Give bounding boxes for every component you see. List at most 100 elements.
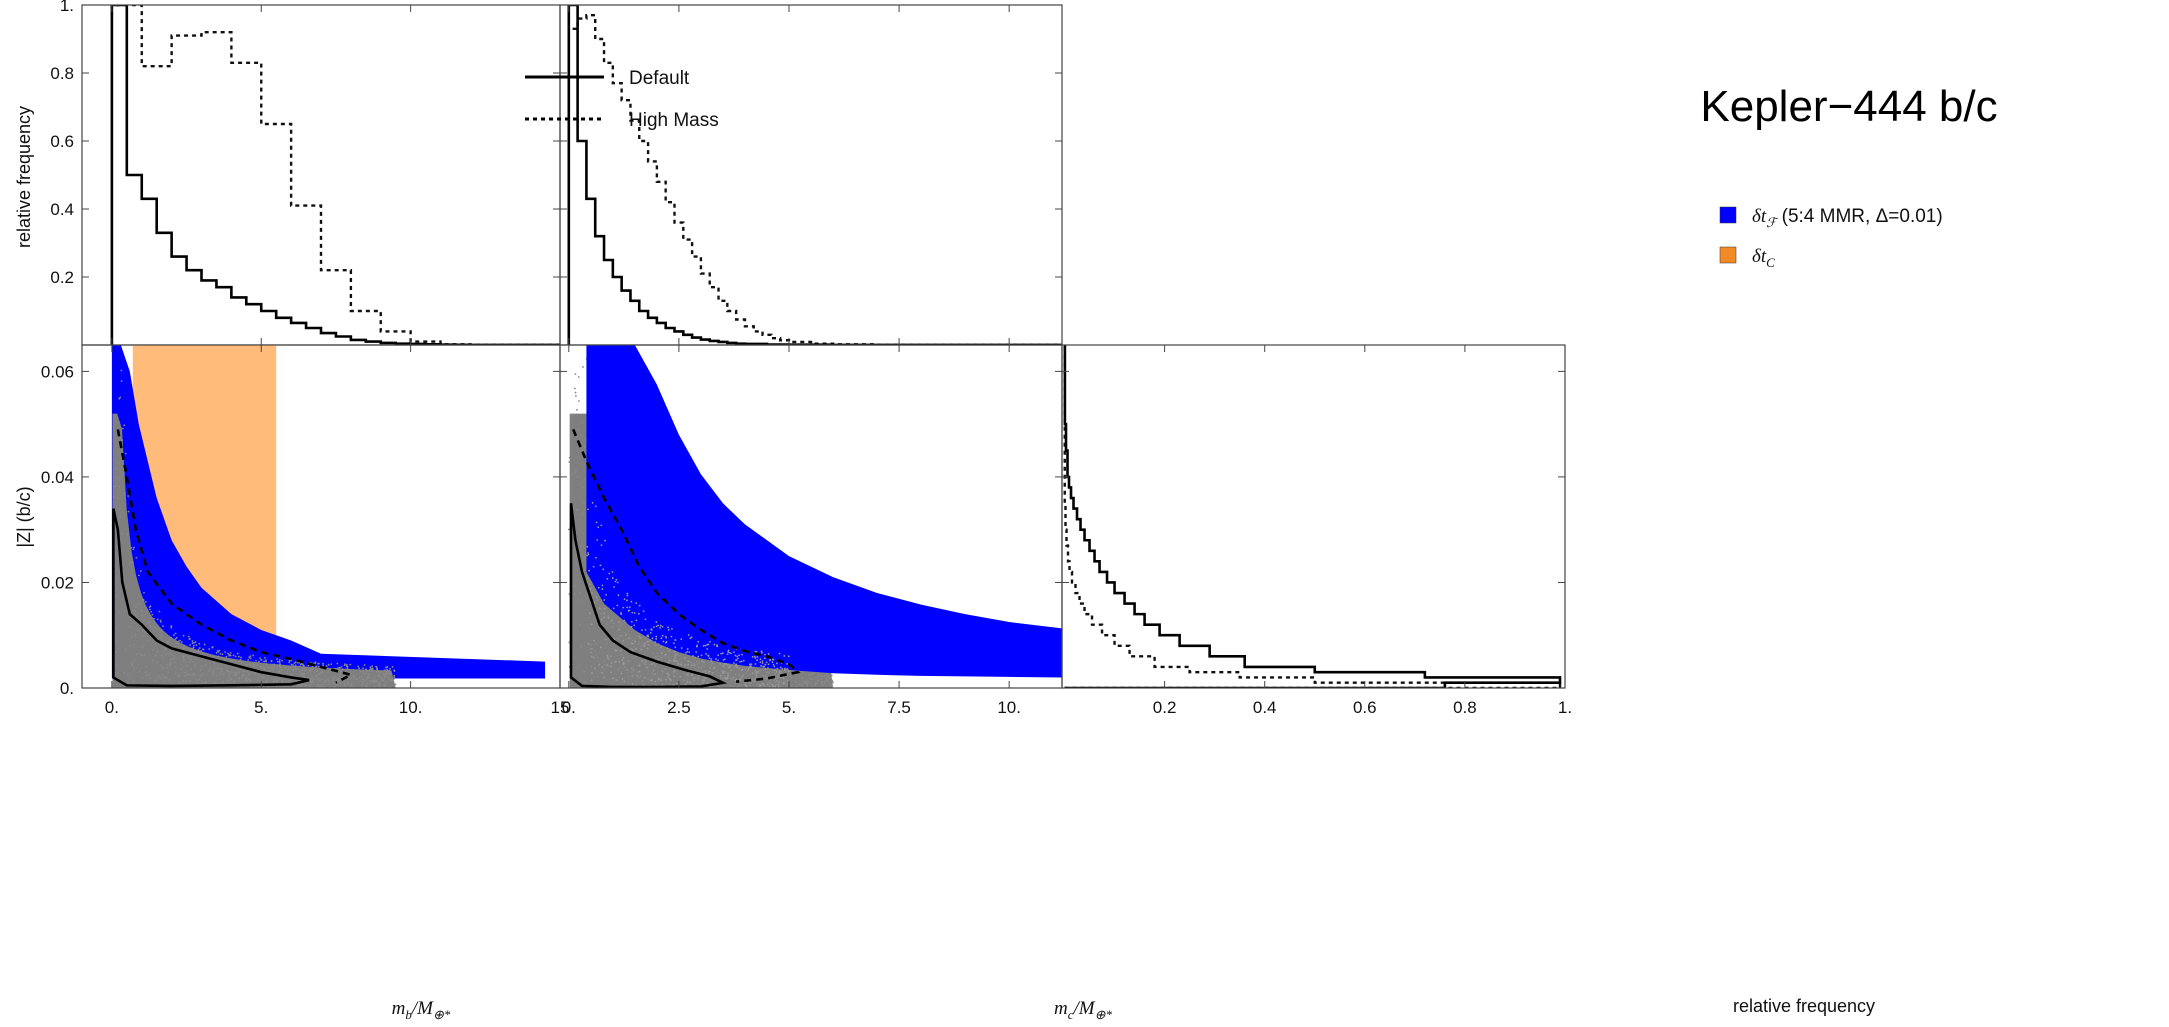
mb-samples-pt <box>161 666 164 669</box>
mb-samples-pt <box>388 670 391 673</box>
mb-samples-pt <box>150 610 153 613</box>
mb-samples-pt <box>178 682 181 685</box>
mb-samples-pt <box>193 642 195 644</box>
mc-samples-overlay-pt <box>638 664 641 667</box>
mb-samples-pt <box>164 653 167 656</box>
mb-samples-pt <box>170 653 173 656</box>
mb-samples-pt <box>134 613 137 616</box>
mb-samples-pt <box>130 664 133 666</box>
mc-samples-overlay-pt <box>687 660 690 663</box>
mc-samples-overlay-pt <box>631 611 634 614</box>
mb-samples-pt <box>349 671 352 674</box>
mb-samples-pt <box>119 515 122 518</box>
mb-samples-pt <box>292 669 295 672</box>
mc-samples-overlay-pt <box>767 653 770 655</box>
mb-samples-pt <box>170 626 173 629</box>
mb-samples-pt <box>154 642 157 644</box>
mc-samples-pt <box>748 673 751 676</box>
mb-samples-pt <box>373 681 376 684</box>
mb-samples-pt <box>188 657 191 660</box>
mc-samples-pt <box>784 679 787 682</box>
mb-samples-pt <box>227 670 230 673</box>
mc-samples-overlay-pt <box>754 678 757 680</box>
mc-samples-pt <box>638 663 641 665</box>
mc-samples-pt <box>581 513 584 516</box>
mc-samples-overlay-pt <box>674 659 677 662</box>
mc-samples-overlay-pt <box>598 607 601 610</box>
mc-samples-overlay-pt <box>777 674 780 677</box>
mb-samples-pt <box>136 603 139 606</box>
mb-samples-pt <box>182 656 185 659</box>
mb-samples-pt <box>241 669 244 672</box>
mc-samples-overlay-pt <box>643 676 646 679</box>
mb-samples-pt <box>166 666 169 669</box>
mb-samples-pt <box>179 674 182 677</box>
mc-samples-overlay-pt <box>593 639 595 642</box>
mb-samples-pt <box>145 665 148 668</box>
legend-label-default: Default <box>629 68 690 89</box>
mc-samples-overlay-pt <box>707 643 710 646</box>
mc-samples-overlay-pt <box>730 669 732 672</box>
mc-samples-pt <box>786 684 788 687</box>
mb-samples-pt <box>128 541 131 544</box>
freq-x-ticklabel-3: 0.8 <box>1453 698 1477 717</box>
mc-samples-overlay-pt <box>697 677 699 680</box>
mc-samples-overlay-pt <box>623 598 626 601</box>
mc-samples-overlay-pt <box>622 663 625 666</box>
mc-samples-overlay-pt <box>730 652 732 655</box>
mc-samples-overlay-pt <box>650 628 653 631</box>
mc-samples-overlay-pt <box>675 653 678 656</box>
mc-samples-pt <box>636 670 639 673</box>
mc-samples-overlay-pt <box>765 677 768 680</box>
mc-samples-overlay-pt <box>644 661 647 663</box>
mb-samples-pt <box>128 644 131 647</box>
mc-samples-overlay-pt <box>620 672 623 675</box>
mb-samples-pt <box>293 662 296 665</box>
mc-samples-overlay-pt <box>697 640 700 643</box>
mc-samples-overlay-pt <box>647 644 650 646</box>
mc-samples-overlay-pt <box>673 675 676 678</box>
mc-samples-pt <box>766 671 769 674</box>
mc-samples-pt <box>680 661 682 664</box>
mb-samples-pt <box>372 680 375 682</box>
mb-samples-pt <box>338 666 341 669</box>
mc-samples-pt <box>709 679 712 681</box>
mc-hist-default <box>567 5 1062 345</box>
mb-samples-pt <box>132 548 135 551</box>
mb-samples-pt <box>233 666 236 669</box>
mb-samples-pt <box>183 644 186 647</box>
mc-samples-pt <box>657 680 660 683</box>
mc-samples-overlay-pt <box>738 654 740 657</box>
mb-samples-pt <box>133 666 135 669</box>
mb-samples-pt <box>130 636 133 639</box>
mc-samples-pt <box>664 668 667 671</box>
mc-samples-overlay-pt <box>652 661 655 664</box>
mb-samples-pt <box>371 665 373 668</box>
mb-samples-pt <box>114 485 117 488</box>
mc-samples-overlay-pt <box>668 677 671 680</box>
mb-samples-pt <box>377 680 380 683</box>
mb-samples-pt <box>249 663 252 665</box>
mb-samples-pt <box>187 635 190 638</box>
mc-samples-pt <box>584 477 587 480</box>
mc-samples-overlay-pt <box>768 659 771 662</box>
mc-samples-pt <box>733 682 736 685</box>
mc-samples-overlay-pt <box>693 664 696 667</box>
mb-samples-pt <box>361 671 364 674</box>
mb-samples-pt <box>266 678 269 681</box>
mb-samples-pt <box>349 682 352 685</box>
mb-samples-pt <box>215 674 218 677</box>
mb-samples-pt <box>345 665 348 668</box>
mb-samples-pt <box>186 673 189 676</box>
mb-samples-pt <box>133 668 136 671</box>
mb-samples-pt <box>298 670 301 673</box>
mb-samples-pt <box>149 608 151 611</box>
mc-samples-pt <box>686 677 689 680</box>
x-axis-label-mc: mc/M⊕* <box>1054 998 1113 1022</box>
freq-x-ticklabel-4: 1. <box>1558 698 1572 717</box>
mb-samples-pt <box>344 663 346 666</box>
mb-samples-pt <box>373 677 376 679</box>
mc-samples-pt <box>814 682 817 685</box>
mb-samples-pt <box>155 661 158 664</box>
mc-samples-overlay-pt <box>618 620 621 623</box>
